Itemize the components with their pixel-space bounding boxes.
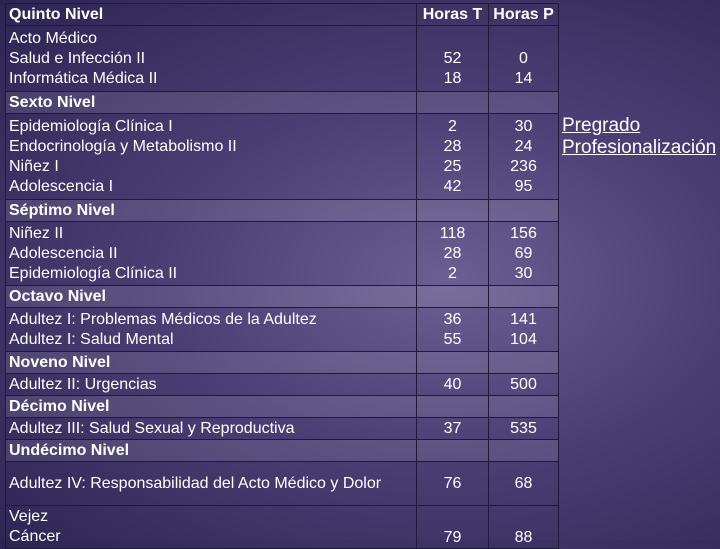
horas-p-value: 141 [510, 310, 537, 328]
horas-p-cell: 0 14 [488, 25, 559, 92]
subject-name: Salud e Infección II [9, 49, 146, 67]
header-horas-t: Horas T [416, 3, 489, 26]
level-row: Octavo Nivel [5, 285, 559, 308]
horas-p-cell: 30 24 236 95 [488, 113, 559, 200]
level-row: Décimo Nivel [5, 395, 559, 418]
table-row: Niñez II Adolescencia II Epidemiología C… [5, 221, 559, 286]
horas-t-value: 52 [443, 49, 462, 67]
subject-cell: Adultez I: Problemas Médicos de la Adult… [5, 307, 417, 352]
horas-p-cell: 141 104 [488, 307, 559, 352]
horas-t-cell: 52 18 [416, 25, 489, 92]
horas-p-value: 24 [514, 137, 533, 155]
table-header-row: Quinto Nivel Horas T Horas P [5, 3, 559, 26]
legend: Pregrado Profesionalización [562, 115, 716, 159]
horas-t-cell: 118 28 2 [416, 221, 489, 286]
horas-t-value: 2 [448, 117, 457, 135]
horas-t-value: 55 [443, 330, 462, 348]
subject-name: Cáncer [9, 528, 61, 545]
subject-name: Niñez I [9, 157, 59, 175]
header-level: Quinto Nivel [5, 3, 417, 26]
horas-p-value: 104 [510, 330, 537, 348]
level-name: Décimo Nivel [5, 395, 417, 418]
table-row: Adultez IV: Responsabilidad del Acto Méd… [5, 461, 559, 506]
subject-name: Adultez I: Problemas Médicos de la Adult… [9, 310, 317, 328]
legend-profesionalizacion: Profesionalización [562, 137, 717, 158]
level-name: Sexto Nivel [5, 91, 417, 114]
horas-p-value: 14 [514, 69, 533, 87]
horas-t-cell: 36 55 [416, 307, 489, 352]
subject-name: Adultez III: Salud Sexual y Reproductiva [5, 417, 417, 440]
horas-p-value: 30 [514, 117, 533, 135]
table-row: Vejez Cáncer 79 88 [5, 505, 559, 549]
hours-table: Quinto Nivel Horas T Horas P Acto Médico… [5, 3, 559, 549]
subject-name: Niñez II [9, 224, 64, 242]
level-row: Séptimo Nivel [5, 199, 559, 222]
subject-name: Epidemiología Clínica I [9, 117, 173, 135]
subject-name: Adultez IV: Responsabilidad del Acto Méd… [5, 461, 417, 506]
horas-t-value: 118 [439, 224, 466, 242]
level-row: Noveno Nivel [5, 351, 559, 374]
horas-t-value: 2 [448, 264, 457, 282]
horas-p-value: 69 [514, 244, 533, 262]
level-name: Octavo Nivel [5, 285, 417, 308]
subject-name: Acto Médico [9, 29, 98, 47]
horas-t-value: 37 [416, 417, 489, 440]
horas-p-value: 0 [519, 49, 528, 67]
subject-name: Adultez II: Urgencias [5, 373, 417, 396]
horas-t-value: 36 [443, 310, 462, 328]
horas-t-value: 79 [416, 505, 489, 549]
legend-pregrado: Pregrado [562, 115, 641, 136]
horas-p-value: 68 [488, 461, 559, 506]
subject-cell: Epidemiología Clínica I Endocrinología y… [5, 113, 417, 200]
table-row: Epidemiología Clínica I Endocrinología y… [5, 113, 559, 200]
level-row: Undécimo Nivel [5, 439, 559, 462]
table-row: Acto Médico Salud e Infección II Informá… [5, 25, 559, 92]
horas-p-value: 30 [514, 264, 533, 282]
horas-t-value: 28 [443, 244, 462, 262]
level-name: Undécimo Nivel [5, 439, 417, 462]
table-row: Adultez III: Salud Sexual y Reproductiva… [5, 417, 559, 440]
subject-name: Endocrinología y Metabolismo II [9, 137, 237, 155]
horas-p-value: 236 [510, 157, 537, 175]
header-horas-p: Horas P [488, 3, 559, 26]
horas-p-value: 156 [510, 224, 537, 242]
subject-cell: Niñez II Adolescencia II Epidemiología C… [5, 221, 417, 286]
level-name: Séptimo Nivel [5, 199, 417, 222]
horas-t-value: 18 [443, 69, 462, 87]
table-row: Adultez I: Problemas Médicos de la Adult… [5, 307, 559, 352]
horas-p-cell: 156 69 30 [488, 221, 559, 286]
subject-name: Informática Médica II [9, 69, 158, 87]
horas-t-value: 76 [416, 461, 489, 506]
level-row: Sexto Nivel [5, 91, 559, 114]
horas-p-value: 500 [488, 373, 559, 396]
horas-t-value: 40 [416, 373, 489, 396]
subject-cell: Acto Médico Salud e Infección II Informá… [5, 25, 417, 92]
horas-p-value: 88 [488, 505, 559, 549]
level-name: Noveno Nivel [5, 351, 417, 374]
subject-name: Adolescencia I [9, 177, 114, 195]
horas-t-cell: 2 28 25 42 [416, 113, 489, 200]
subject-name: Vejez [9, 508, 49, 525]
table-row: Adultez II: Urgencias 40 500 [5, 373, 559, 396]
subject-name: Epidemiología Clínica II [9, 264, 178, 282]
horas-t-value: 25 [443, 157, 462, 175]
horas-p-value: 95 [514, 177, 533, 195]
horas-t-value: 42 [443, 177, 462, 195]
subject-name: Adultez I: Salud Mental [9, 330, 174, 348]
horas-t-value: 28 [443, 137, 462, 155]
subject-cell: Vejez Cáncer [5, 505, 417, 549]
horas-p-value: 535 [488, 417, 559, 440]
subject-name: Adolescencia II [9, 244, 118, 262]
